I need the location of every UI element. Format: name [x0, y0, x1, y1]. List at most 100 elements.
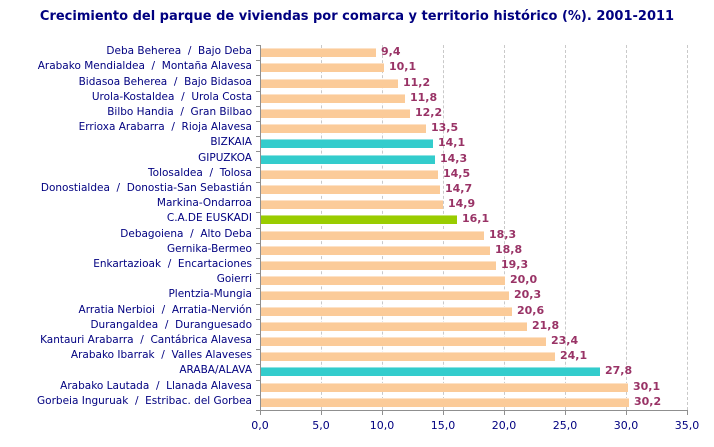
- x-axis-tick-label: 20,0: [491, 419, 517, 432]
- y-axis-tick: [256, 121, 260, 122]
- gridline: [565, 45, 566, 410]
- gridline: [626, 45, 627, 410]
- bar-value-label: 13,5: [431, 121, 459, 135]
- gridline: [687, 45, 688, 410]
- category-label: Arabako Lautada / Llanada Alavesa: [60, 379, 252, 392]
- bar: [261, 367, 600, 377]
- x-axis-tick-label: 35,0: [674, 419, 700, 432]
- bar: [261, 245, 490, 255]
- x-axis-tick-label: 25,0: [552, 419, 578, 432]
- x-axis-tick-label: 30,0: [613, 419, 639, 432]
- category-label: BIZKAIA: [210, 136, 252, 149]
- bar: [261, 78, 398, 88]
- bar: [261, 200, 443, 210]
- y-axis-tick: [256, 228, 260, 229]
- category-label: Deba Beherea / Bajo Deba: [106, 45, 252, 58]
- y-axis-tick: [256, 212, 260, 213]
- x-axis-tick-label: 15,0: [430, 419, 456, 432]
- category-label: Tolosaldea / Tolosa: [148, 166, 252, 179]
- y-axis-tick: [256, 151, 260, 152]
- y-axis-line: [260, 45, 261, 411]
- y-axis-tick: [256, 364, 260, 365]
- gridline: [443, 45, 444, 410]
- bar-value-label: 14,7: [445, 181, 473, 195]
- bar: [261, 215, 457, 225]
- bar: [261, 321, 527, 331]
- bar-value-label: 20,3: [514, 288, 542, 302]
- y-axis-tick: [256, 410, 260, 411]
- bar-value-label: 14,5: [443, 166, 471, 180]
- x-axis-tick: [504, 410, 505, 415]
- x-axis-tick: [687, 410, 688, 415]
- category-label: Gorbeia Inguruak / Estribac. del Gorbea: [37, 394, 252, 407]
- gridline: [321, 45, 322, 410]
- bar: [261, 93, 405, 103]
- y-axis-tick: [256, 258, 260, 259]
- bar: [261, 154, 435, 164]
- category-label: Gernika-Bermeo: [167, 242, 252, 255]
- y-axis-tick: [256, 243, 260, 244]
- y-axis-tick: [256, 273, 260, 274]
- y-axis-tick: [256, 136, 260, 137]
- bar: [261, 184, 440, 194]
- y-axis-tick: [256, 60, 260, 61]
- bar-value-label: 19,3: [501, 258, 529, 272]
- bar: [261, 48, 376, 58]
- y-axis-tick: [256, 395, 260, 396]
- bar-value-label: 11,8: [410, 90, 438, 104]
- bar-value-label: 20,0: [510, 273, 538, 287]
- bar-value-label: 18,3: [489, 227, 517, 241]
- category-label: GIPUZKOA: [198, 151, 252, 164]
- category-label: Enkartazioak / Encartaciones: [93, 258, 252, 271]
- x-axis-tick: [565, 410, 566, 415]
- bar: [261, 139, 433, 149]
- bar-value-label: 27,8: [605, 364, 633, 378]
- y-axis-tick: [256, 349, 260, 350]
- bar-value-label: 12,2: [415, 105, 443, 119]
- category-label: Plentzia-Mungia: [168, 288, 252, 301]
- bar: [261, 382, 628, 392]
- category-label: Markina-Ondarroa: [156, 197, 252, 210]
- y-axis-tick: [256, 197, 260, 198]
- category-label: Goierri: [216, 273, 252, 286]
- bar-value-label: 10,1: [389, 60, 417, 74]
- category-label: Arratia Nerbioi / Arratia-Nervión: [78, 303, 252, 316]
- y-axis-tick: [256, 75, 260, 76]
- category-label: Arabako Ibarrak / Valles Alaveses: [70, 349, 252, 362]
- y-axis-tick: [256, 304, 260, 305]
- bar: [261, 63, 384, 73]
- y-axis-tick: [256, 380, 260, 381]
- y-axis-tick: [256, 91, 260, 92]
- gridline: [382, 45, 383, 410]
- category-label: Arabako Mendialdea / Montaña Alavesa: [37, 60, 252, 73]
- bar: [261, 397, 629, 407]
- y-axis-tick: [256, 167, 260, 168]
- x-axis-tick-label: 10,0: [369, 419, 395, 432]
- bar-value-label: 14,1: [438, 136, 466, 150]
- category-label: Debagoiena / Alto Deba: [120, 227, 252, 240]
- category-label: Kantauri Arabarra / Cantábrica Alavesa: [40, 334, 252, 347]
- bar-value-label: 23,4: [551, 334, 579, 348]
- category-label: ARABA/ALAVA: [179, 364, 252, 377]
- x-axis-tick: [443, 410, 444, 415]
- y-axis-tick: [256, 288, 260, 289]
- bar: [261, 169, 438, 179]
- bar-value-label: 14,9: [448, 197, 476, 211]
- y-axis-tick: [256, 106, 260, 107]
- category-label: Bilbo Handia / Gran Bilbao: [107, 105, 252, 118]
- category-label: Bidasoa Beherea / Bajo Bidasoa: [78, 75, 252, 88]
- bar-value-label: 30,2: [634, 394, 662, 408]
- bar: [261, 108, 410, 118]
- bar: [261, 291, 509, 301]
- bar-value-label: 16,1: [462, 212, 490, 226]
- bar: [261, 124, 426, 134]
- bar-value-label: 24,1: [560, 349, 588, 363]
- x-axis-tick-label: 5,0: [312, 419, 330, 432]
- bar: [261, 276, 505, 286]
- y-axis-tick: [256, 45, 260, 46]
- y-axis-tick: [256, 334, 260, 335]
- bar-value-label: 20,6: [517, 303, 545, 317]
- bar-value-label: 21,8: [532, 318, 560, 332]
- x-axis-tick-label: 0,0: [251, 419, 269, 432]
